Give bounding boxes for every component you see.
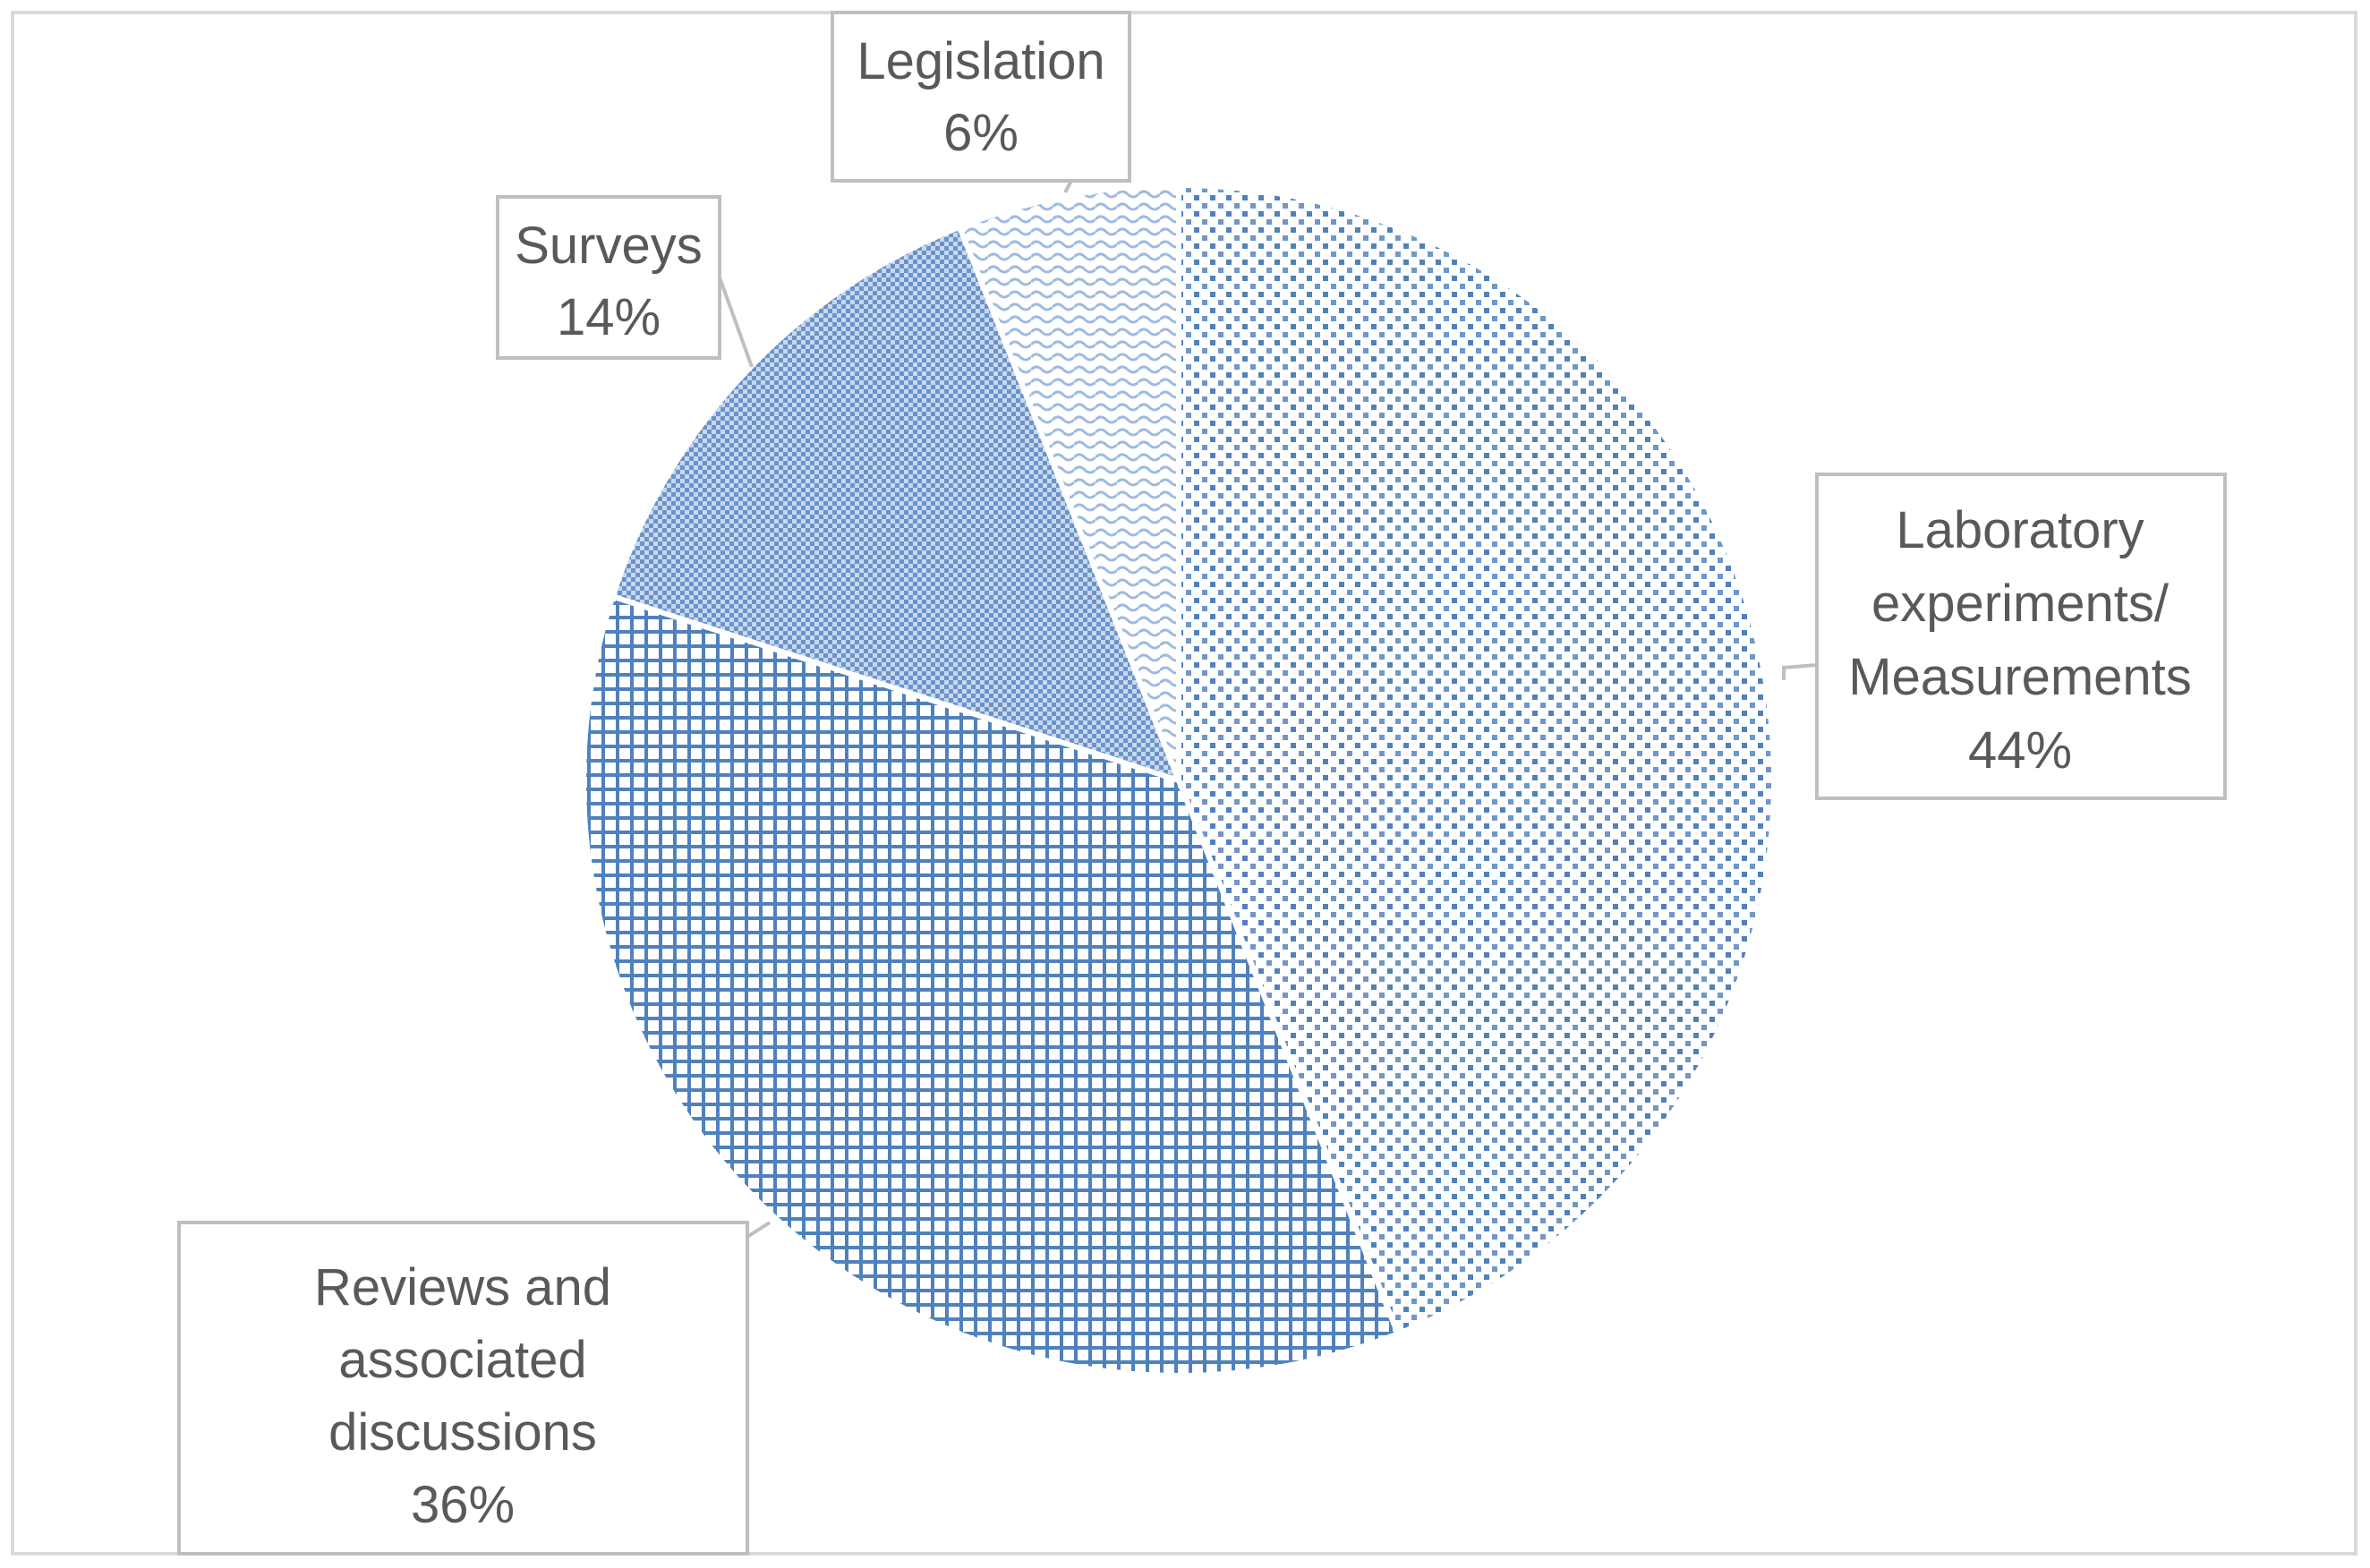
data-label-surveys: Surveys 14% bbox=[496, 195, 754, 368]
data-label-reviews: Reviews and associated discussions 36% bbox=[177, 1221, 749, 1555]
label-legislation-value: 6% bbox=[943, 104, 1019, 162]
leader-line-surveys-segment bbox=[718, 277, 754, 368]
label-legislation-line1: Legislation bbox=[857, 32, 1104, 90]
label-laboratory-value: 44% bbox=[1968, 721, 2072, 780]
callout-box-legislation bbox=[831, 11, 1131, 183]
label-surveys-line1: Surveys bbox=[515, 217, 703, 275]
leader-line-laboratory bbox=[1782, 663, 1818, 680]
label-laboratory-line3: Measurements bbox=[1848, 648, 2192, 706]
slice-legislation bbox=[956, 182, 1181, 782]
label-laboratory-line1: Laboratory bbox=[1896, 501, 2144, 559]
label-reviews-value: 36% bbox=[411, 1476, 515, 1534]
callout-box-surveys bbox=[496, 195, 721, 360]
callout-box-reviews bbox=[177, 1221, 749, 1555]
slice-reviews-and-discussions bbox=[581, 592, 1402, 1378]
label-laboratory-line2: experiments/ bbox=[1871, 575, 2170, 633]
data-label-legislation: Legislation 6% bbox=[831, 11, 1131, 183]
slice-laboratory-experiments bbox=[1176, 182, 1777, 1338]
callout-box-laboratory bbox=[1815, 473, 2227, 800]
data-label-laboratory: Laboratory experiments/ Measurements 44% bbox=[1815, 473, 2227, 800]
slice-surveys bbox=[609, 223, 1184, 785]
label-reviews-line2: associated bbox=[338, 1331, 586, 1389]
pie-slices bbox=[581, 182, 1777, 1378]
label-reviews-line1: Reviews and bbox=[314, 1258, 611, 1317]
label-reviews-line3: discussions bbox=[328, 1403, 597, 1461]
label-surveys-value: 14% bbox=[557, 288, 661, 346]
